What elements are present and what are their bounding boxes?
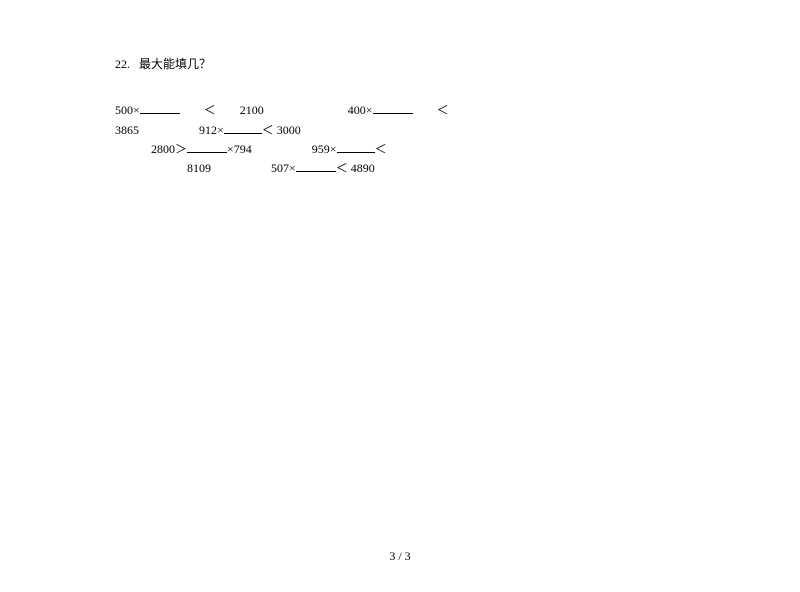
text-segment: ＜ 4890: [336, 161, 375, 175]
text-segment: 8109 507×: [115, 161, 296, 175]
text-segment: ＜ 2100 400×: [180, 103, 373, 117]
text-segment: 500×: [115, 103, 140, 117]
blank-input[interactable]: [373, 104, 413, 115]
question-header: 22. 最大能填几？: [115, 55, 685, 74]
question-number: 22.: [115, 57, 130, 71]
text-segment: ＜: [413, 103, 449, 117]
blank-input[interactable]: [187, 142, 227, 153]
text-segment: 2800＞: [115, 142, 187, 156]
text-segment: 3865 912×: [115, 123, 224, 137]
question-title: 最大能填几？: [139, 57, 211, 71]
text-segment: ＜ 3000: [262, 123, 301, 137]
question-body: 500× ＜ 2100 400× ＜ 3865 912× ＜ 3000 2800＞…: [115, 82, 685, 178]
blank-input[interactable]: [296, 161, 336, 172]
blank-input[interactable]: [337, 142, 375, 153]
text-segment: ＜: [375, 142, 387, 156]
text-segment: ×794 959×: [227, 142, 337, 156]
page-content: 22. 最大能填几？ 500× ＜ 2100 400× ＜ 3865 912× ＜…: [115, 55, 685, 178]
blank-input[interactable]: [224, 123, 262, 134]
blank-input[interactable]: [140, 104, 180, 115]
page-footer: 3 / 3: [0, 549, 800, 564]
